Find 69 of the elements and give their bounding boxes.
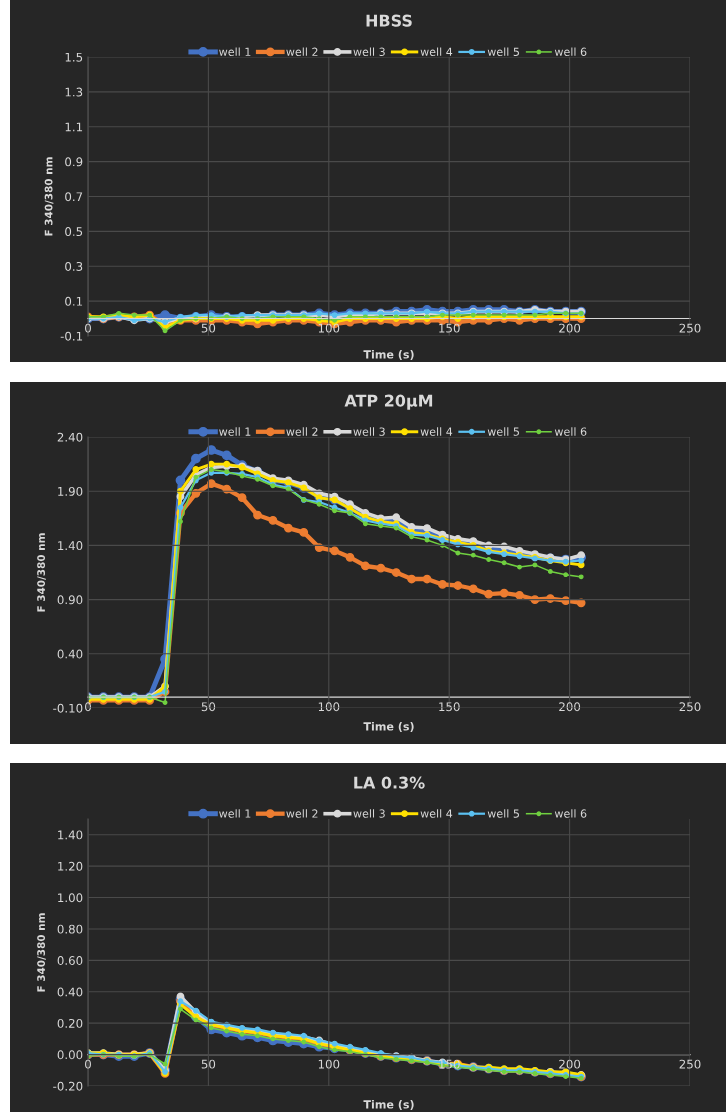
x-tick-label: 200 bbox=[559, 1059, 581, 1069]
y-tick-label: -0.20 bbox=[53, 1081, 83, 1091]
x-tick-label: 150 bbox=[439, 323, 460, 333]
legend-label: well 5 bbox=[487, 809, 519, 818]
x-tick-label: 100 bbox=[318, 1059, 340, 1069]
legend-label: well 1 bbox=[219, 427, 251, 436]
x-tick-label: 0 bbox=[85, 1059, 91, 1069]
y-tick-label: 1.3 bbox=[65, 87, 83, 97]
legend-label: well 2 bbox=[286, 427, 318, 436]
x-tick-label: 100 bbox=[318, 323, 340, 333]
y-axis-title: F 340/380 nm bbox=[44, 157, 54, 236]
x-tick-label: 250 bbox=[679, 702, 701, 712]
y-tick-label: 0.00 bbox=[57, 1050, 83, 1060]
y-tick-label: 0.5 bbox=[65, 227, 83, 237]
legend-label: well 2 bbox=[286, 47, 318, 56]
y-tick-label: 1.40 bbox=[58, 541, 83, 551]
legend-label: well 6 bbox=[554, 47, 587, 56]
legend-label: well 2 bbox=[286, 809, 318, 818]
x-axis-title: Time (s) bbox=[363, 350, 414, 360]
y-tick-label: 0.60 bbox=[57, 956, 83, 966]
y-tick-label: 1.5 bbox=[65, 52, 83, 62]
x-tick-label: 0 bbox=[85, 702, 91, 712]
legend-label: well 3 bbox=[353, 427, 385, 436]
legend-label: well 5 bbox=[487, 427, 519, 436]
chart-title: ATP 20µM bbox=[344, 394, 433, 410]
y-tick-label: 0.20 bbox=[57, 1018, 83, 1028]
y-tick-label: 1.00 bbox=[58, 893, 83, 903]
y-tick-label: 0.40 bbox=[57, 987, 83, 997]
y-tick-label: 0.7 bbox=[65, 192, 83, 202]
legend-label: well 3 bbox=[353, 47, 385, 56]
legend-label: well 1 bbox=[219, 47, 251, 56]
chart-title: LA 0.3% bbox=[354, 776, 425, 789]
legend-label: well 4 bbox=[420, 47, 453, 56]
x-tick-label: 200 bbox=[559, 702, 581, 712]
legend-label: well 4 bbox=[420, 809, 453, 818]
legend-label: well 6 bbox=[554, 427, 587, 436]
y-tick-label: 1.40 bbox=[58, 830, 83, 840]
y-tick-label: -0.10 bbox=[53, 703, 83, 713]
y-tick-label: 0.90 bbox=[57, 595, 83, 605]
x-tick-label: 0 bbox=[85, 323, 91, 333]
y-tick-label: 1.1 bbox=[65, 122, 83, 132]
y-axis-title: F 340/380 nm bbox=[37, 533, 46, 612]
y-tick-label: 1.20 bbox=[58, 861, 83, 871]
x-tick-label: 150 bbox=[439, 1059, 460, 1069]
legend-label: well 6 bbox=[554, 809, 587, 818]
x-tick-label: 50 bbox=[201, 1059, 216, 1069]
y-tick-label: 0.3 bbox=[65, 261, 83, 271]
legend-label: well 1 bbox=[219, 809, 251, 818]
x-tick-label: 200 bbox=[559, 323, 581, 333]
y-axis-title: F 340/380 nm bbox=[37, 913, 46, 992]
x-axis-title: Time (s) bbox=[363, 1100, 414, 1110]
legend-label: well 3 bbox=[353, 809, 385, 818]
x-tick-label: 250 bbox=[679, 1059, 701, 1069]
x-tick-label: 100 bbox=[318, 702, 340, 712]
x-tick-label: 150 bbox=[439, 702, 460, 712]
y-tick-label: 2.40 bbox=[57, 432, 83, 442]
legend-label: well 5 bbox=[487, 47, 519, 56]
x-axis-title: Time (s) bbox=[363, 722, 414, 732]
legend-label: well 4 bbox=[420, 427, 453, 436]
y-tick-label: 0.80 bbox=[57, 924, 83, 934]
y-tick-label: 0.1 bbox=[65, 296, 83, 306]
chart-title: HBSS bbox=[366, 14, 412, 27]
x-tick-label: 250 bbox=[679, 323, 701, 333]
y-tick-label: 0.9 bbox=[65, 157, 83, 167]
y-tick-label: 0.40 bbox=[57, 649, 83, 659]
y-tick-label: -0.1 bbox=[60, 331, 83, 341]
y-tick-label: 1.90 bbox=[58, 486, 83, 496]
x-tick-label: 50 bbox=[201, 323, 216, 333]
x-tick-label: 50 bbox=[201, 702, 216, 712]
